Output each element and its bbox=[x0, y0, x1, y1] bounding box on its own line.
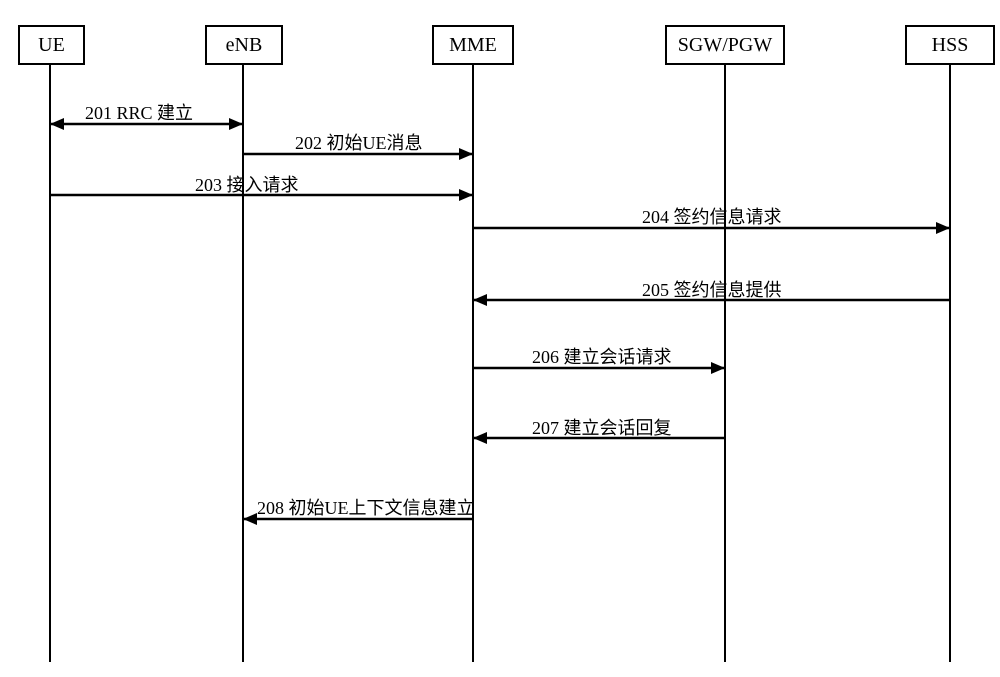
message-label-m204: 204 签约信息请求 bbox=[642, 203, 782, 229]
lane-label-ue: UE bbox=[38, 34, 65, 57]
lane-box-enb: eNB bbox=[205, 25, 283, 65]
message-label-m206: 206 建立会话请求 bbox=[532, 343, 672, 369]
message-label-m208: 208 初始UE上下文信息建立 bbox=[257, 494, 475, 520]
lane-box-mme: MME bbox=[432, 25, 514, 65]
lifeline-mme bbox=[472, 65, 474, 662]
message-label-m203: 203 接入请求 bbox=[195, 171, 299, 197]
lifeline-ue bbox=[49, 65, 51, 662]
sequence-diagram: UE eNB MME SGW/PGW HSS 201 RRC 建立 202 初始UE消息 20… bbox=[0, 0, 1000, 677]
message-label-m205: 205 签约信息提供 bbox=[642, 276, 782, 302]
lane-box-sgw: SGW/PGW bbox=[665, 25, 785, 65]
lifeline-sgw bbox=[724, 65, 726, 662]
message-label-m201: 201 RRC 建立 bbox=[85, 99, 193, 125]
lifeline-enb bbox=[242, 65, 244, 662]
message-label-m202: 202 初始UE消息 bbox=[295, 129, 423, 155]
message-label-m207: 207 建立会话回复 bbox=[532, 414, 672, 440]
lane-box-hss: HSS bbox=[905, 25, 995, 65]
lifeline-hss bbox=[949, 65, 951, 662]
lane-label-sgw: SGW/PGW bbox=[678, 34, 772, 57]
lane-label-mme: MME bbox=[449, 34, 497, 57]
lane-label-hss: HSS bbox=[932, 34, 969, 57]
lane-label-enb: eNB bbox=[226, 34, 263, 57]
lane-box-ue: UE bbox=[18, 25, 85, 65]
